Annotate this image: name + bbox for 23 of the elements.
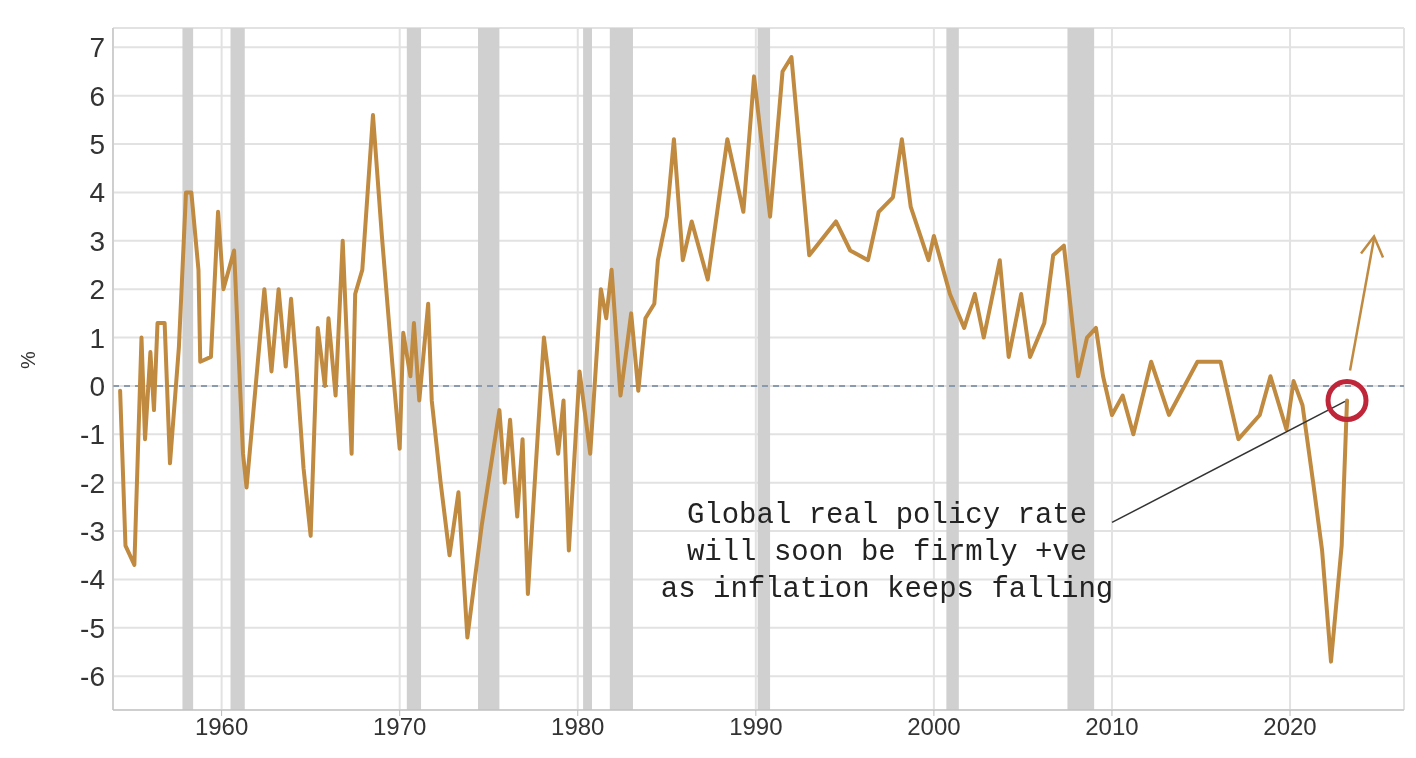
x-tick-label: 1960 bbox=[194, 713, 249, 741]
x-tick-label: 2010 bbox=[1085, 713, 1139, 741]
x-tick-label: 2020 bbox=[1263, 713, 1317, 741]
y-tick-label: -1 bbox=[80, 419, 105, 451]
y-tick-label: 6 bbox=[89, 80, 105, 112]
y-tick-label: 2 bbox=[89, 274, 105, 306]
y-tick-label: -3 bbox=[80, 515, 105, 547]
y-tick-label: -5 bbox=[80, 612, 105, 644]
y-axis-title: % bbox=[17, 351, 40, 369]
y-tick-label: 7 bbox=[89, 32, 105, 64]
annotation: Global real policy rate will soon be firmly +ve as inflation keeps falling bbox=[660, 499, 1114, 607]
y-tick-label: 5 bbox=[89, 129, 105, 161]
x-tick-label: 1970 bbox=[373, 713, 427, 741]
x-tick-label: 1980 bbox=[551, 713, 605, 741]
y-tick-label: 1 bbox=[89, 322, 105, 354]
x-tick-label: 2000 bbox=[907, 713, 961, 741]
y-tick-label: 4 bbox=[89, 177, 105, 209]
y-tick-label: -4 bbox=[80, 564, 105, 596]
y-tick-label: 3 bbox=[89, 225, 105, 257]
y-tick-label: 0 bbox=[89, 370, 105, 402]
x-tick-label: 1990 bbox=[729, 713, 783, 741]
y-tick-label: -2 bbox=[80, 467, 105, 499]
y-tick-label: -6 bbox=[80, 661, 105, 693]
